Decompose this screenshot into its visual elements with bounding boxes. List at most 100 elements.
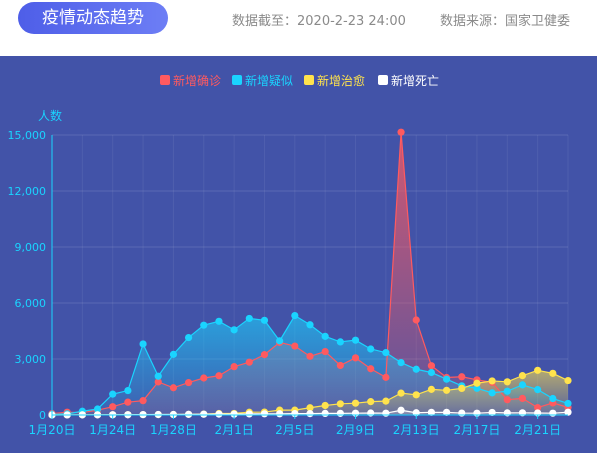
- data-point[interactable]: [169, 350, 178, 358]
- legend-swatch: [232, 75, 242, 85]
- data-point[interactable]: [427, 385, 436, 393]
- data-point[interactable]: [306, 321, 314, 329]
- data-point[interactable]: [382, 373, 390, 381]
- data-point[interactable]: [458, 409, 466, 417]
- data-point[interactable]: [260, 316, 269, 324]
- data-point[interactable]: [412, 316, 420, 324]
- data-point[interactable]: [458, 373, 466, 381]
- data-point[interactable]: [427, 362, 436, 370]
- legend-item[interactable]: 新增疑似: [232, 73, 293, 88]
- data-point[interactable]: [245, 358, 253, 366]
- data-point[interactable]: [200, 321, 208, 329]
- data-point[interactable]: [367, 345, 375, 353]
- data-point[interactable]: [427, 368, 436, 377]
- legend-item[interactable]: 新增治愈: [304, 73, 365, 88]
- data-point[interactable]: [245, 410, 253, 418]
- data-point[interactable]: [458, 384, 466, 392]
- data-point[interactable]: [488, 408, 496, 417]
- data-point[interactable]: [412, 391, 420, 399]
- data-point[interactable]: [291, 342, 299, 350]
- data-point[interactable]: [215, 372, 223, 380]
- data-point[interactable]: [154, 378, 162, 386]
- data-point[interactable]: [382, 349, 390, 357]
- data-point[interactable]: [412, 365, 420, 373]
- data-point[interactable]: [336, 361, 344, 370]
- data-point[interactable]: [215, 410, 223, 418]
- data-point[interactable]: [367, 398, 375, 406]
- data-point[interactable]: [442, 386, 451, 394]
- data-point[interactable]: [306, 410, 314, 418]
- data-point[interactable]: [260, 351, 269, 359]
- data-point[interactable]: [321, 409, 329, 417]
- data-point[interactable]: [336, 338, 344, 346]
- data-point[interactable]: [230, 326, 238, 334]
- legend-item[interactable]: 新增死亡: [378, 73, 439, 88]
- x-tick-label: 2月21日: [514, 423, 561, 437]
- data-point[interactable]: [109, 390, 117, 398]
- data-point[interactable]: [306, 352, 314, 360]
- data-point[interactable]: [230, 363, 238, 371]
- data-point[interactable]: [534, 403, 542, 412]
- data-point[interactable]: [534, 366, 542, 374]
- data-point[interactable]: [124, 386, 132, 395]
- data-point[interactable]: [367, 365, 375, 373]
- data-point[interactable]: [397, 389, 405, 397]
- data-point[interactable]: [397, 128, 405, 136]
- data-point[interactable]: [139, 397, 147, 405]
- data-point[interactable]: [200, 410, 208, 418]
- data-point[interactable]: [534, 385, 542, 394]
- data-point[interactable]: [564, 408, 572, 416]
- data-point[interactable]: [321, 347, 329, 356]
- data-point[interactable]: [351, 354, 360, 362]
- data-point[interactable]: [336, 400, 344, 408]
- data-point[interactable]: [518, 394, 527, 403]
- data-point[interactable]: [564, 376, 572, 385]
- data-point[interactable]: [549, 409, 557, 417]
- data-point[interactable]: [109, 403, 117, 411]
- data-point[interactable]: [230, 410, 238, 418]
- data-point[interactable]: [382, 409, 390, 417]
- data-point[interactable]: [215, 317, 223, 325]
- data-point[interactable]: [488, 389, 496, 397]
- data-point[interactable]: [184, 378, 193, 387]
- data-point[interactable]: [351, 336, 360, 344]
- data-point[interactable]: [564, 399, 572, 408]
- data-point[interactable]: [306, 404, 314, 412]
- data-point[interactable]: [184, 410, 193, 418]
- data-point[interactable]: [503, 378, 511, 386]
- data-point[interactable]: [397, 406, 405, 414]
- data-point[interactable]: [518, 372, 527, 380]
- data-point[interactable]: [488, 377, 496, 385]
- legend-label: 新增疑似: [245, 73, 293, 88]
- data-point[interactable]: [321, 332, 329, 340]
- data-point[interactable]: [351, 399, 360, 407]
- data-point[interactable]: [93, 405, 102, 413]
- data-point[interactable]: [260, 410, 269, 418]
- data-point[interactable]: [518, 381, 527, 389]
- data-point[interactable]: [503, 387, 511, 395]
- data-point[interactable]: [442, 375, 451, 383]
- data-point[interactable]: [473, 379, 481, 387]
- data-point[interactable]: [442, 408, 451, 416]
- data-point[interactable]: [367, 409, 375, 417]
- data-point[interactable]: [245, 314, 253, 323]
- data-point[interactable]: [336, 409, 344, 417]
- data-point[interactable]: [427, 408, 436, 416]
- data-point[interactable]: [124, 398, 132, 406]
- data-point[interactable]: [321, 401, 329, 410]
- data-point[interactable]: [154, 372, 162, 380]
- legend-item[interactable]: 新增确诊: [160, 73, 221, 88]
- data-point[interactable]: [184, 333, 193, 342]
- data-point[interactable]: [397, 359, 405, 367]
- data-point[interactable]: [169, 384, 178, 392]
- data-point[interactable]: [549, 394, 557, 403]
- data-point[interactable]: [276, 410, 284, 418]
- data-point[interactable]: [139, 340, 147, 348]
- data-point[interactable]: [382, 397, 390, 405]
- data-point[interactable]: [473, 384, 481, 392]
- data-point[interactable]: [276, 337, 284, 345]
- data-point[interactable]: [503, 396, 511, 404]
- data-point[interactable]: [200, 374, 208, 382]
- data-point[interactable]: [549, 369, 557, 377]
- data-point[interactable]: [291, 311, 299, 320]
